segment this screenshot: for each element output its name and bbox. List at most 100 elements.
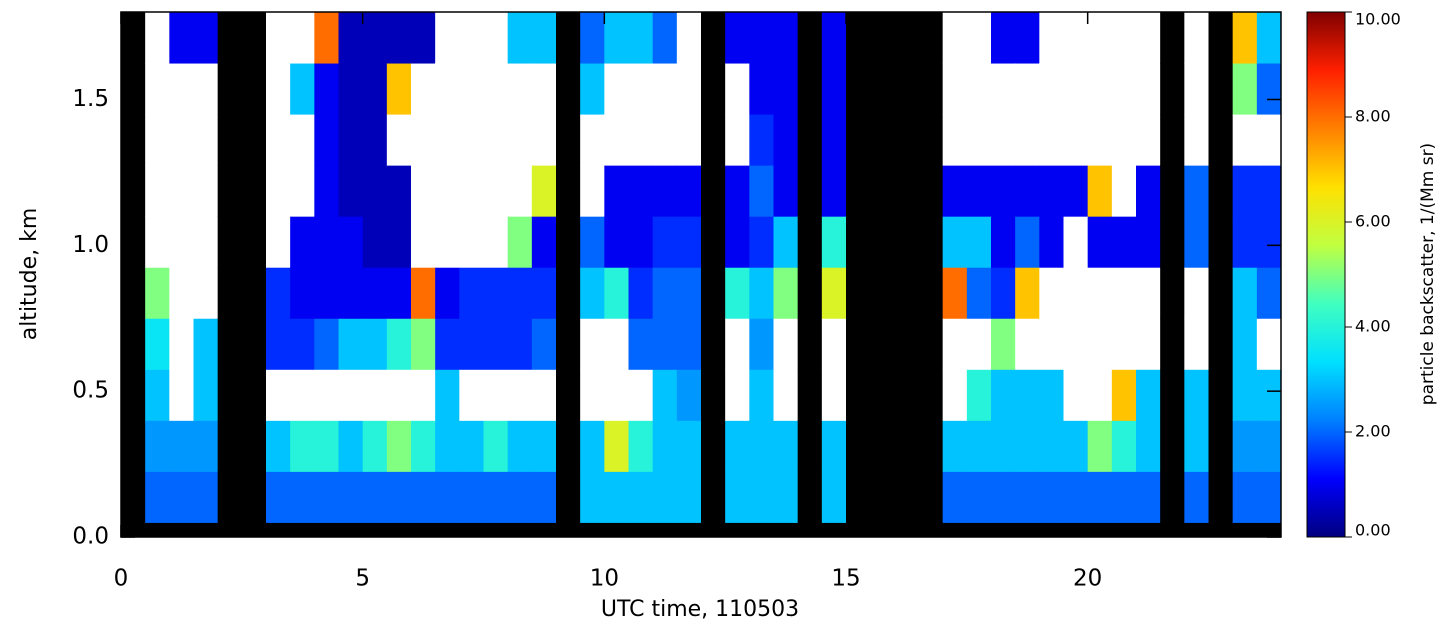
cell — [821, 420, 847, 472]
cell — [701, 369, 726, 421]
cell — [386, 63, 412, 115]
cell — [507, 471, 533, 523]
cell — [1160, 12, 1185, 64]
cell — [870, 267, 895, 319]
cell — [701, 114, 726, 166]
cell — [725, 165, 750, 217]
cell — [604, 216, 629, 268]
cell — [121, 420, 146, 472]
cell — [1015, 369, 1040, 421]
cell — [942, 63, 968, 115]
cell — [894, 420, 919, 472]
cell — [773, 369, 799, 421]
cell — [1063, 318, 1089, 370]
cell — [1160, 369, 1185, 421]
cell — [1136, 114, 1161, 166]
cell — [1063, 471, 1089, 523]
cell — [362, 63, 388, 115]
cell — [483, 63, 509, 115]
cell — [1232, 165, 1258, 217]
cell — [1136, 267, 1161, 319]
cell — [193, 318, 219, 370]
cell — [966, 369, 992, 421]
cell — [386, 318, 412, 370]
cell — [459, 369, 484, 421]
x-tick-label: 15 — [831, 566, 860, 592]
cell — [411, 267, 436, 319]
cell — [531, 318, 557, 370]
colorbar-tick-label: 0.00 — [1355, 521, 1391, 540]
cell — [362, 12, 388, 64]
cell — [217, 420, 243, 472]
cell — [797, 63, 823, 115]
cell — [483, 471, 509, 523]
cell — [411, 420, 436, 472]
cell — [1184, 318, 1209, 370]
cell — [580, 318, 605, 370]
cell — [531, 165, 557, 217]
cell — [507, 114, 533, 166]
cell — [942, 216, 968, 268]
cell — [556, 165, 581, 217]
cell — [628, 420, 654, 472]
cell — [314, 216, 339, 268]
cell — [918, 420, 944, 472]
cell — [121, 12, 146, 64]
cell — [241, 165, 267, 217]
cell — [290, 12, 315, 64]
cell — [1111, 165, 1137, 217]
cell — [459, 63, 484, 115]
cell — [918, 318, 944, 370]
cell — [725, 318, 750, 370]
cell — [966, 267, 992, 319]
cell — [991, 318, 1016, 370]
cell — [749, 63, 774, 115]
cell — [1184, 216, 1209, 268]
cell — [507, 216, 533, 268]
cell — [1015, 216, 1040, 268]
cell — [362, 369, 388, 421]
cell — [1208, 471, 1234, 523]
cell — [266, 420, 291, 472]
cell — [459, 420, 484, 472]
cell — [507, 63, 533, 115]
cell — [1039, 12, 1064, 64]
cell — [1039, 216, 1064, 268]
cell — [725, 216, 750, 268]
cell — [894, 12, 919, 64]
cell — [145, 420, 170, 472]
cell — [1184, 165, 1209, 217]
cell — [1184, 267, 1209, 319]
cell — [338, 471, 364, 523]
y-axis-label: altitude, km — [17, 208, 42, 341]
cell — [966, 471, 992, 523]
cell — [1256, 420, 1282, 472]
cell — [1160, 318, 1185, 370]
cell — [1184, 114, 1209, 166]
cell — [604, 369, 629, 421]
cell — [628, 216, 654, 268]
cell — [1208, 318, 1234, 370]
cell — [290, 165, 315, 217]
cell — [241, 114, 267, 166]
cell — [918, 216, 944, 268]
cell — [918, 369, 944, 421]
cell — [991, 12, 1016, 64]
cell — [676, 165, 702, 217]
cell — [1087, 216, 1113, 268]
cell — [1087, 369, 1113, 421]
cell — [556, 369, 581, 421]
cell — [701, 318, 726, 370]
cell — [556, 216, 581, 268]
y-tick-label: 0.5 — [72, 378, 109, 404]
cell — [991, 216, 1016, 268]
cell — [1063, 216, 1089, 268]
cell — [652, 267, 678, 319]
cell — [894, 369, 919, 421]
cell — [507, 318, 533, 370]
cell — [435, 318, 460, 370]
cell — [676, 471, 702, 523]
cell — [966, 12, 992, 64]
cell — [1015, 12, 1040, 64]
